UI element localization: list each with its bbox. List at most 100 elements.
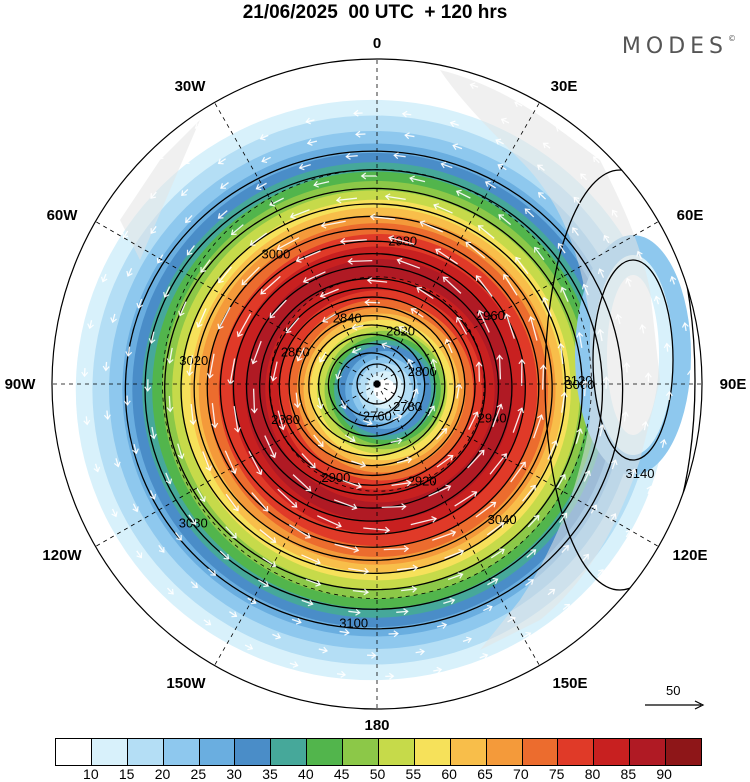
wind-arrow [556, 126, 564, 132]
colorbar-tick-label: 55 [405, 766, 422, 782]
wind-arrow [381, 343, 391, 349]
contour-line [288, 305, 456, 467]
wind-arrow-head [490, 501, 497, 508]
wind-arrow-head [602, 376, 610, 382]
wind-arrow [259, 529, 276, 543]
wind-arrow-head [353, 546, 360, 553]
lon-label-90w: 90W [4, 376, 36, 393]
wind-arrow [676, 465, 681, 474]
lon-label-180: 180 [364, 717, 390, 734]
wind-arrow [220, 182, 229, 189]
wind-arrow [127, 268, 133, 277]
vector-scale-arrow [645, 700, 705, 710]
wind-arrow [483, 605, 493, 612]
colorbar-swatch [666, 739, 702, 765]
wind-arrow [647, 486, 652, 495]
wind-arrow [285, 317, 300, 334]
wind-arrow [492, 404, 502, 428]
wind-arrow-head [407, 90, 414, 98]
wind-arrow [233, 405, 239, 432]
wind-arrow [352, 324, 364, 329]
wind-arrow-head [475, 361, 483, 367]
colorbar-tick-label: 10 [83, 766, 99, 782]
wind-arrow-head [646, 485, 653, 492]
wind-arrow [210, 649, 219, 655]
wind-arrow-head [539, 364, 547, 370]
wind-arrow [303, 271, 326, 283]
contour-label: 2880 [271, 412, 300, 427]
wind-arrow [533, 414, 543, 439]
wind-arrow [292, 474, 312, 492]
wind-arrow [392, 415, 402, 421]
wind-arrow [427, 405, 435, 417]
meridian [376, 221, 659, 385]
wind-arrow-head [363, 588, 370, 596]
wind-arrow-head [205, 619, 212, 626]
wind-arrow [583, 380, 587, 397]
wind-arrow [133, 443, 137, 454]
wind-arrow-head [148, 338, 156, 344]
wind-arrow [336, 673, 346, 676]
wind-arrow [218, 210, 228, 219]
lon-label-30e: 30E [550, 78, 578, 95]
wind-arrow [136, 550, 142, 558]
colorbar-swatch [91, 739, 128, 765]
contour-label: 3100 [339, 615, 368, 630]
wind-arrow-head [263, 581, 270, 588]
wind-arrow [543, 297, 552, 317]
wind-arrow [443, 599, 455, 604]
meridian [214, 383, 378, 666]
wind-arrow-head [497, 163, 504, 170]
wind-arrow [241, 266, 260, 286]
wind-arrow-head [650, 232, 657, 239]
wind-arrow-head [150, 433, 157, 440]
wind-arrow-head [181, 190, 187, 196]
contour-label: 2860 [281, 345, 310, 360]
wind-arrow-head [316, 403, 324, 410]
wind-arrow-head [687, 369, 694, 376]
contour-label: 3120 [564, 373, 593, 388]
wind-arrow-head [572, 624, 579, 631]
wind-arrow-head [466, 636, 472, 644]
wind-arrow-head [233, 505, 239, 512]
wind-arrow [456, 101, 465, 106]
wind-arrow [603, 235, 610, 244]
wind-arrow-head [537, 164, 543, 171]
colorbar-tick-label: 85 [620, 766, 637, 782]
wind-arrow [635, 553, 642, 561]
wind-arrow [666, 343, 669, 352]
wind-arrow-head [81, 371, 89, 378]
wind-arrow [611, 459, 617, 470]
colorbar-tick-label: 20 [154, 766, 171, 782]
wind-arrow-head [441, 427, 448, 434]
wind-arrow-head [416, 286, 423, 293]
wind-arrow-head [109, 550, 116, 557]
wind-arrow-head [449, 120, 456, 128]
wind-arrow-head [496, 403, 504, 410]
meridian [95, 383, 378, 547]
wind-arrow-head [412, 564, 419, 572]
wind-arrow [531, 652, 539, 658]
wind-arrow-head [403, 608, 409, 616]
wind-arrow [184, 157, 192, 165]
wind-arrow [486, 522, 504, 536]
wind-arrow-head [537, 414, 544, 421]
wind-arrow-head [580, 173, 586, 180]
wind-arrow-head [183, 158, 190, 165]
wind-arrow-head [371, 651, 377, 659]
wind-arrow [436, 624, 447, 628]
wind-arrow [179, 301, 187, 316]
wind-arrow [522, 485, 536, 502]
wind-arrow-head [305, 117, 312, 125]
wind-arrow-head [610, 513, 617, 520]
wind-arrow-head [317, 441, 324, 448]
lon-label-30w: 30W [174, 78, 206, 95]
wind-arrow [442, 276, 462, 294]
wind-arrow [80, 271, 85, 280]
wind-arrow-head [157, 153, 164, 160]
contour-line [245, 265, 500, 509]
wind-arrow [314, 180, 330, 186]
wind-arrow [72, 460, 76, 469]
contour-label: 2760 [363, 408, 392, 423]
